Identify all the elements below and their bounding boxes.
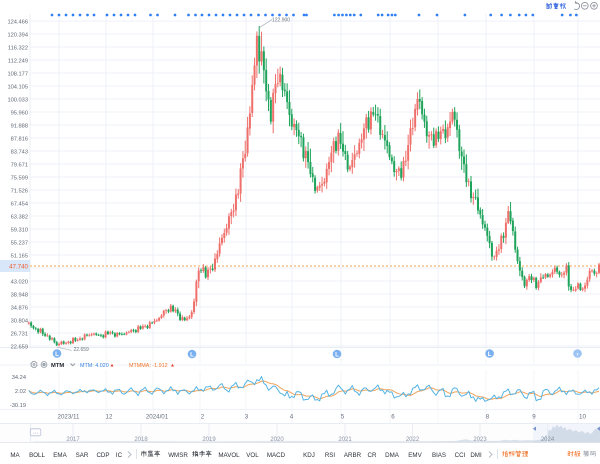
svg-text:71.526: 71.526 — [11, 188, 28, 194]
svg-text:...: ... — [33, 430, 38, 436]
svg-text:L: L — [190, 351, 194, 358]
svg-text:2017: 2017 — [66, 437, 80, 443]
svg-text:MAVOL: MAVOL — [218, 452, 240, 459]
svg-text:120.394: 120.394 — [7, 32, 28, 38]
svg-text:MTM: 4.020: MTM: 4.020 — [80, 363, 109, 369]
svg-text:67.454: 67.454 — [11, 201, 28, 207]
svg-text:8: 8 — [486, 414, 490, 421]
svg-text:2023/11: 2023/11 — [58, 414, 80, 421]
svg-text:22.659: 22.659 — [11, 344, 28, 350]
svg-text:2024/01: 2024/01 — [146, 414, 169, 421]
svg-text:112.249: 112.249 — [8, 58, 28, 64]
svg-text:83.743: 83.743 — [11, 149, 28, 155]
svg-text:ARBR: ARBR — [344, 452, 362, 459]
svg-text:2024: 2024 — [541, 437, 555, 443]
svg-text:79.671: 79.671 — [11, 162, 28, 168]
svg-text:EMV: EMV — [408, 452, 422, 459]
svg-text:MTMMA: -1.912: MTMMA: -1.912 — [129, 363, 168, 369]
svg-text:RSI: RSI — [325, 452, 336, 459]
svg-text:3: 3 — [245, 414, 249, 421]
svg-text:MACD: MACD — [267, 452, 286, 459]
svg-text:VOL: VOL — [246, 452, 259, 459]
svg-text:2: 2 — [201, 414, 205, 421]
svg-text:2020: 2020 — [270, 437, 284, 443]
svg-text:100.033: 100.033 — [7, 97, 28, 103]
svg-text:2.02: 2.02 — [15, 389, 26, 395]
svg-text:47.740: 47.740 — [9, 263, 28, 270]
svg-text:L: L — [488, 351, 492, 358]
svg-text:95.960: 95.960 — [11, 110, 28, 116]
svg-text:55.237: 55.237 — [11, 240, 28, 246]
svg-text:87.816: 87.816 — [11, 136, 28, 142]
svg-text:2023: 2023 — [473, 437, 487, 443]
svg-text:104.105: 104.105 — [7, 84, 28, 90]
svg-text:DMI: DMI — [470, 452, 482, 459]
svg-text:DMA: DMA — [385, 452, 400, 459]
svg-text:43.020: 43.020 — [11, 279, 28, 285]
svg-text:BOLL: BOLL — [29, 452, 45, 459]
svg-text:WMSR: WMSR — [168, 452, 188, 459]
svg-text:2019: 2019 — [202, 437, 216, 443]
svg-text:10: 10 — [579, 414, 586, 421]
svg-text:108.177: 108.177 — [7, 71, 28, 77]
svg-text:CDP: CDP — [96, 452, 109, 459]
svg-text:12: 12 — [106, 414, 113, 421]
svg-text:BIAS: BIAS — [432, 452, 446, 459]
svg-text:9: 9 — [532, 414, 536, 421]
svg-text:30.804: 30.804 — [11, 318, 28, 324]
svg-text:5: 5 — [341, 414, 345, 421]
svg-text:22.659: 22.659 — [74, 347, 90, 353]
svg-text:91.888: 91.888 — [11, 123, 28, 129]
svg-text:IC: IC — [116, 452, 123, 459]
svg-text:L: L — [335, 351, 339, 358]
svg-text:38.948: 38.948 — [11, 292, 28, 298]
svg-text:2018: 2018 — [134, 437, 148, 443]
svg-text:34.24: 34.24 — [12, 375, 26, 381]
svg-text:26.731: 26.731 — [11, 331, 28, 337]
svg-text:SAR: SAR — [76, 452, 89, 459]
svg-text:124.466: 124.466 — [7, 19, 28, 25]
svg-text:63.382: 63.382 — [11, 214, 28, 220]
svg-text:6: 6 — [391, 414, 395, 421]
svg-text:-30.19: -30.19 — [10, 403, 26, 409]
svg-text:MTM: MTM — [51, 363, 64, 369]
svg-text:›: › — [576, 351, 578, 358]
svg-text:75.599: 75.599 — [11, 175, 28, 181]
svg-text:2021: 2021 — [338, 437, 352, 443]
svg-text:4: 4 — [290, 414, 294, 421]
svg-text:116.322: 116.322 — [8, 45, 28, 51]
svg-text:CR: CR — [368, 452, 377, 459]
svg-text:CCI: CCI — [455, 452, 466, 459]
svg-text:EMA: EMA — [53, 452, 67, 459]
svg-text:51.165: 51.165 — [11, 253, 28, 259]
svg-text:MA: MA — [10, 452, 20, 459]
svg-text:59.310: 59.310 — [11, 227, 28, 233]
svg-text:L: L — [55, 351, 59, 358]
svg-text:34.876: 34.876 — [11, 305, 28, 311]
svg-text:KDJ: KDJ — [303, 452, 315, 459]
svg-text:122.900: 122.900 — [272, 18, 290, 24]
svg-text:2022: 2022 — [406, 437, 420, 443]
